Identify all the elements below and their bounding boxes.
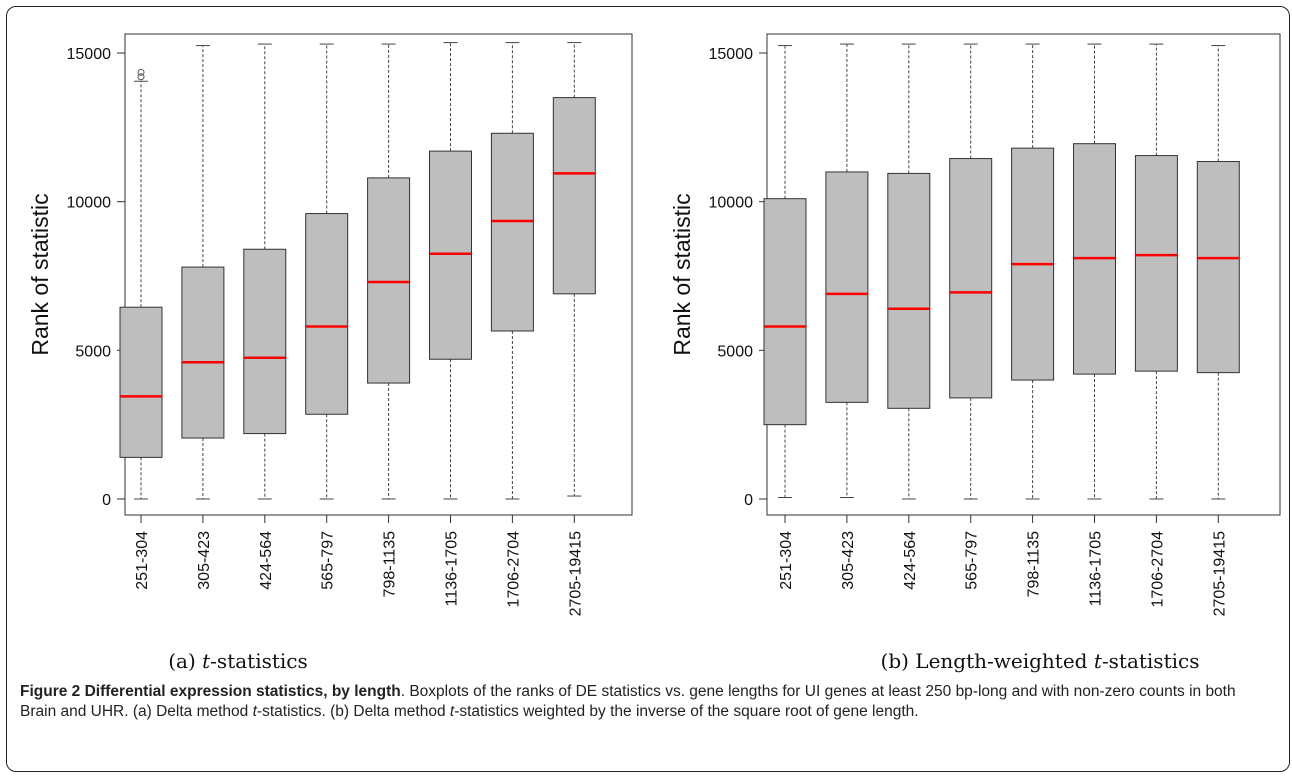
caption-text-3: -statistics weighted by the inverse of t… — [454, 703, 919, 720]
y-axis-label: Rank of statistic — [27, 193, 53, 355]
y-tick-label: 5000 — [717, 343, 753, 360]
box-2705-19415: 2705-19415 — [552, 42, 596, 617]
box-251-304: 251-304 — [119, 68, 163, 590]
box-iqr — [305, 213, 349, 415]
box-iqr — [552, 97, 596, 295]
box-305-423: 305-423 — [181, 45, 225, 590]
sub-caption-rest: -statistics — [1102, 649, 1200, 673]
caption-text-2: -statistics. (b) Delta method — [256, 703, 450, 720]
box-1706-2704: 1706-2704 — [490, 42, 534, 608]
box-iqr — [367, 177, 411, 384]
box-iqr — [181, 266, 225, 439]
box-798-1135: 798-1135 — [367, 43, 411, 598]
box-iqr — [429, 150, 472, 360]
box-1706-2704: 1706-2704 — [1134, 43, 1178, 608]
sub-caption-italic: t — [202, 649, 211, 673]
y-tick-label: 5000 — [75, 343, 111, 360]
x-tick-label: 798-1135 — [382, 531, 399, 598]
y-tick-label: 0 — [102, 492, 111, 509]
sub-caption: (a) t-statistics — [168, 649, 308, 673]
x-tick-label: 251-304 — [778, 531, 795, 590]
sub-caption-italic: t — [1094, 649, 1103, 673]
x-tick-label: 565-797 — [964, 531, 981, 590]
sub-caption-rest: -statistics — [210, 649, 308, 673]
chart-panel-b: 0 5000 10000 15000 Rank of statistic 251-304 3… — [669, 33, 1281, 673]
chart-panel-a: 0 5000 10000 15000 Rank of statistic 251-304 3… — [27, 33, 633, 673]
box-2705-19415: 2705-19415 — [1196, 45, 1240, 617]
box-iqr — [825, 171, 869, 403]
x-tick-label: 305-423 — [196, 531, 213, 590]
y-tick-label: 10000 — [709, 195, 754, 212]
box-iqr — [1196, 161, 1240, 374]
box-1136-1705: 1136-1705 — [429, 42, 472, 606]
sub-caption-label: (b) Length-weighted — [881, 649, 1094, 673]
x-tick-label: 565-797 — [320, 531, 337, 590]
y-tick-label: 15000 — [67, 46, 112, 63]
figure-caption: Figure 2 Differential expression statist… — [20, 682, 1275, 722]
box-565-797: 565-797 — [305, 43, 349, 590]
x-tick-label: 305-423 — [840, 531, 857, 590]
box-424-564: 424-564 — [887, 43, 931, 590]
box-iqr — [490, 132, 534, 332]
caption-italic-1: t — [252, 703, 257, 720]
sub-caption: (b) Length-weighted t-statistics — [881, 649, 1200, 673]
x-tick-label: 424-564 — [258, 531, 275, 590]
box-565-797: 565-797 — [949, 43, 993, 590]
caption-title: Figure 2 Differential expression statist… — [20, 683, 401, 700]
x-tick-label: 1706-2704 — [505, 531, 522, 608]
x-tick-label: 1706-2704 — [1149, 531, 1166, 608]
box-iqr — [949, 158, 993, 399]
plot-border — [124, 33, 633, 516]
y-tick-label: 15000 — [709, 46, 754, 63]
y-tick-label: 10000 — [67, 195, 112, 212]
figure-svg: 0 5000 10000 15000 Rank of statistic 251-304 3… — [27, 33, 1281, 673]
box-iqr — [243, 248, 287, 435]
caption-italic-2: t — [449, 703, 455, 720]
x-tick-label: 251-304 — [134, 531, 151, 590]
x-tick-label: 1136-1705 — [444, 531, 461, 606]
box-1136-1705: 1136-1705 — [1073, 43, 1116, 606]
box-251-304: 251-304 — [763, 45, 807, 590]
y-axis-label: Rank of statistic — [669, 193, 695, 355]
box-424-564: 424-564 — [243, 43, 287, 590]
box-305-423: 305-423 — [825, 43, 869, 590]
box-iqr — [887, 172, 931, 409]
caption-text-1: . Boxplots of the ranks of DE statistics… — [20, 683, 1236, 720]
box-iqr — [1134, 155, 1178, 372]
outlier-point — [137, 68, 145, 76]
x-tick-label: 424-564 — [902, 531, 919, 590]
x-tick-label: 2705-19415 — [567, 531, 584, 617]
x-tick-label: 1136-1705 — [1088, 531, 1105, 606]
box-iqr — [763, 198, 807, 426]
figure-frame — [6, 6, 1290, 772]
box-iqr — [119, 306, 163, 458]
x-tick-label: 798-1135 — [1026, 531, 1043, 598]
x-tick-label: 2705-19415 — [1211, 531, 1228, 617]
outlier-point — [137, 73, 145, 81]
sub-caption-label: (a) — [168, 649, 202, 673]
box-798-1135: 798-1135 — [1011, 43, 1055, 598]
y-tick-label: 0 — [744, 492, 753, 509]
